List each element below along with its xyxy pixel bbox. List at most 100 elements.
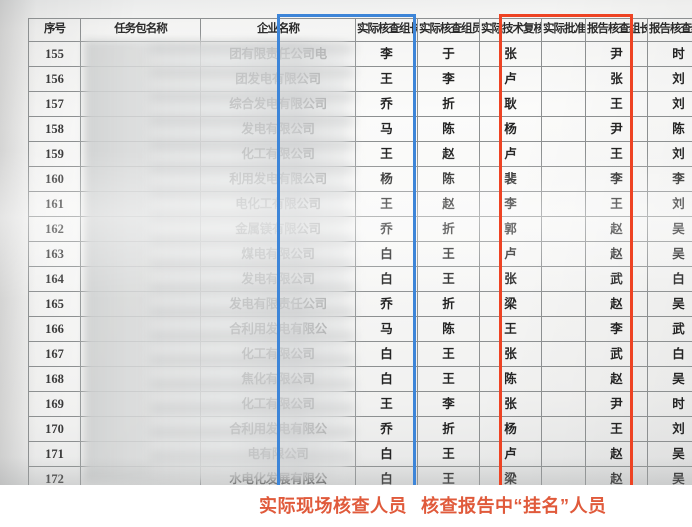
table-row: 158发电有限公司马陈杨尹陈杨	[28, 116, 692, 142]
row-seq: 170	[28, 416, 81, 442]
row-report-member: 李	[647, 166, 692, 192]
table-row: 156团发电有限公司王李卢张刘裴	[28, 66, 692, 92]
row-actual-member: 陈	[417, 316, 480, 342]
row-actual-leader: 乔	[355, 416, 418, 442]
row-actual-member: 赵	[417, 141, 480, 167]
row-actual-approver	[541, 366, 586, 392]
row-entity-name: 化工有限公司	[200, 391, 356, 417]
row-report-member: 时	[647, 41, 692, 67]
inspection-personnel-table: 序号 任务包名称 企业名称 实际核查组长 实际核查组员 实际技术复核人 实际批准…	[28, 18, 692, 485]
row-report-member: 白	[647, 341, 692, 367]
row-actual-tech-reviewer: 裴	[479, 166, 542, 192]
row-actual-leader: 王	[355, 391, 418, 417]
row-report-member: 吴	[647, 466, 692, 485]
header-actual-approver: 实际批准人	[541, 18, 586, 42]
row-actual-member: 折	[417, 291, 480, 317]
row-entity-name: 煤电有限公司	[200, 241, 356, 267]
row-actual-approver	[541, 266, 586, 292]
row-seq: 160	[28, 166, 81, 192]
table-row: 165发电有限责任公司乔折梁赵吴张	[28, 291, 692, 317]
row-package-name	[80, 241, 201, 267]
table-row: 155团有限责任公司电李于张尹时裴	[28, 41, 692, 67]
row-entity-name: 团发电有限公司	[200, 66, 356, 92]
row-actual-tech-reviewer: 张	[479, 266, 542, 292]
row-actual-approver	[541, 116, 586, 142]
row-actual-leader: 乔	[355, 216, 418, 242]
row-package-name	[80, 141, 201, 167]
row-package-name	[80, 316, 201, 342]
row-seq: 165	[28, 291, 81, 317]
table-row: 168焦化有限公司白王陈赵吴张	[28, 366, 692, 392]
row-report-leader: 赵	[585, 441, 648, 467]
row-entity-name: 电化工有限公司	[200, 191, 356, 217]
row-actual-tech-reviewer: 杨	[479, 116, 542, 142]
row-actual-approver	[541, 466, 586, 485]
row-entity-name: 发电有限公司	[200, 116, 356, 142]
row-report-member: 白	[647, 266, 692, 292]
row-actual-leader: 白	[355, 341, 418, 367]
row-report-leader: 赵	[585, 241, 648, 267]
table-row: 171电有限公司白王卢赵吴张	[28, 441, 692, 467]
row-entity-name: 水电化发展有限公	[200, 466, 356, 485]
row-actual-tech-reviewer: 杨	[479, 416, 542, 442]
row-actual-leader: 白	[355, 466, 418, 485]
row-actual-member: 折	[417, 216, 480, 242]
row-package-name	[80, 441, 201, 467]
table-row: 172水电化发展有限公白王梁赵吴张	[28, 466, 692, 485]
row-actual-leader: 白	[355, 366, 418, 392]
row-entity-name: 合利用发电有限公	[200, 416, 356, 442]
row-actual-leader: 乔	[355, 291, 418, 317]
row-seq: 164	[28, 266, 81, 292]
row-seq: 168	[28, 366, 81, 392]
row-package-name	[80, 191, 201, 217]
row-seq: 158	[28, 116, 81, 142]
row-report-leader: 赵	[585, 291, 648, 317]
table-header-row: 序号 任务包名称 企业名称 实际核查组长 实际核查组员 实际技术复核人 实际批准…	[28, 18, 692, 42]
row-package-name	[80, 391, 201, 417]
row-actual-leader: 白	[355, 441, 418, 467]
table-row: 157综合发电有限公司乔折耿王刘裴	[28, 91, 692, 117]
row-report-leader: 李	[585, 316, 648, 342]
row-package-name	[80, 291, 201, 317]
row-package-name	[80, 41, 201, 67]
row-actual-member: 陈	[417, 166, 480, 192]
row-seq: 172	[28, 466, 81, 485]
row-actual-tech-reviewer: 张	[479, 41, 542, 67]
header-seq: 序号	[28, 18, 81, 42]
row-report-member: 吴	[647, 291, 692, 317]
row-actual-approver	[541, 91, 586, 117]
row-actual-approver	[541, 341, 586, 367]
row-report-member: 吴	[647, 216, 692, 242]
row-report-member: 刘	[647, 416, 692, 442]
row-package-name	[80, 466, 201, 485]
row-actual-tech-reviewer: 陈	[479, 366, 542, 392]
row-report-leader: 王	[585, 416, 648, 442]
row-actual-leader: 李	[355, 41, 418, 67]
row-entity-name: 金属镁有限公司	[200, 216, 356, 242]
row-actual-approver	[541, 316, 586, 342]
row-seq: 161	[28, 191, 81, 217]
row-seq: 157	[28, 91, 81, 117]
table-row: 162金属镁有限公司乔折郭赵吴张	[28, 216, 692, 242]
header-actual-leader: 实际核查组长	[355, 18, 418, 42]
row-seq: 159	[28, 141, 81, 167]
row-report-member: 刘	[647, 66, 692, 92]
row-entity-name: 发电有限公司	[200, 266, 356, 292]
table-row: 163煤电有限公司白王卢赵吴张	[28, 241, 692, 267]
table-row: 167化工有限公司白王张武白张	[28, 341, 692, 367]
row-report-member: 吴	[647, 441, 692, 467]
table-row: 159化工有限公司王赵卢王刘裴	[28, 141, 692, 167]
table-row: 169化工有限公司王李张尹时裴	[28, 391, 692, 417]
row-actual-tech-reviewer: 卢	[479, 66, 542, 92]
row-report-member: 刘	[647, 91, 692, 117]
row-actual-tech-reviewer: 王	[479, 316, 542, 342]
row-report-leader: 武	[585, 266, 648, 292]
row-actual-leader: 白	[355, 266, 418, 292]
row-report-leader: 王	[585, 91, 648, 117]
table-row: 166合利用发电有限公马陈王李武王	[28, 316, 692, 342]
row-seq: 155	[28, 41, 81, 67]
row-seq: 163	[28, 241, 81, 267]
row-report-member: 武	[647, 316, 692, 342]
row-report-leader: 李	[585, 166, 648, 192]
row-actual-member: 王	[417, 341, 480, 367]
